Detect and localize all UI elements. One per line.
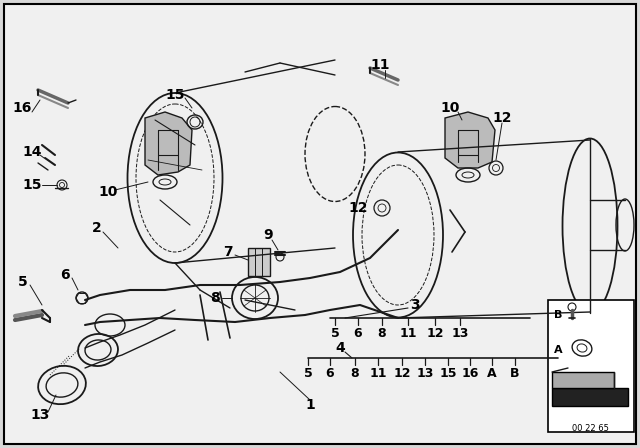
Polygon shape: [445, 112, 495, 168]
Text: B: B: [510, 366, 520, 379]
Text: 14: 14: [22, 145, 42, 159]
Text: 12: 12: [492, 111, 512, 125]
Text: 6: 6: [354, 327, 362, 340]
Bar: [552, 372, 614, 388]
Text: 15: 15: [22, 178, 42, 192]
Text: A: A: [487, 366, 497, 379]
Text: 15: 15: [439, 366, 457, 379]
Text: 13: 13: [451, 327, 468, 340]
Text: 11: 11: [369, 366, 387, 379]
Text: B: B: [554, 310, 562, 320]
Text: 13: 13: [30, 408, 50, 422]
Text: 5: 5: [303, 366, 312, 379]
Text: 11: 11: [399, 327, 417, 340]
Text: 12: 12: [393, 366, 411, 379]
Text: 11: 11: [371, 58, 390, 72]
Text: 16: 16: [461, 366, 479, 379]
Bar: [552, 388, 628, 406]
Text: 00 22 65: 00 22 65: [572, 423, 609, 432]
Text: 6: 6: [60, 268, 70, 282]
Text: 6: 6: [326, 366, 334, 379]
Bar: [248, 248, 270, 276]
Text: 5: 5: [18, 275, 28, 289]
Text: 8: 8: [351, 366, 359, 379]
Text: 13: 13: [416, 366, 434, 379]
Text: 1: 1: [305, 398, 315, 412]
Text: 10: 10: [440, 101, 460, 115]
Text: A: A: [554, 345, 563, 355]
Text: 9: 9: [263, 228, 273, 242]
Text: 5: 5: [331, 327, 339, 340]
Text: 4: 4: [335, 341, 345, 355]
Text: 12: 12: [426, 327, 444, 340]
Bar: [548, 300, 634, 432]
Text: 2: 2: [92, 221, 102, 235]
Text: 10: 10: [99, 185, 118, 199]
Polygon shape: [145, 112, 192, 175]
Text: 8: 8: [378, 327, 387, 340]
Text: 7: 7: [223, 245, 233, 259]
Text: 15: 15: [165, 88, 185, 102]
Text: 3: 3: [410, 298, 420, 312]
Text: 16: 16: [12, 101, 32, 115]
Text: 12: 12: [348, 201, 368, 215]
Text: 8: 8: [210, 291, 220, 305]
